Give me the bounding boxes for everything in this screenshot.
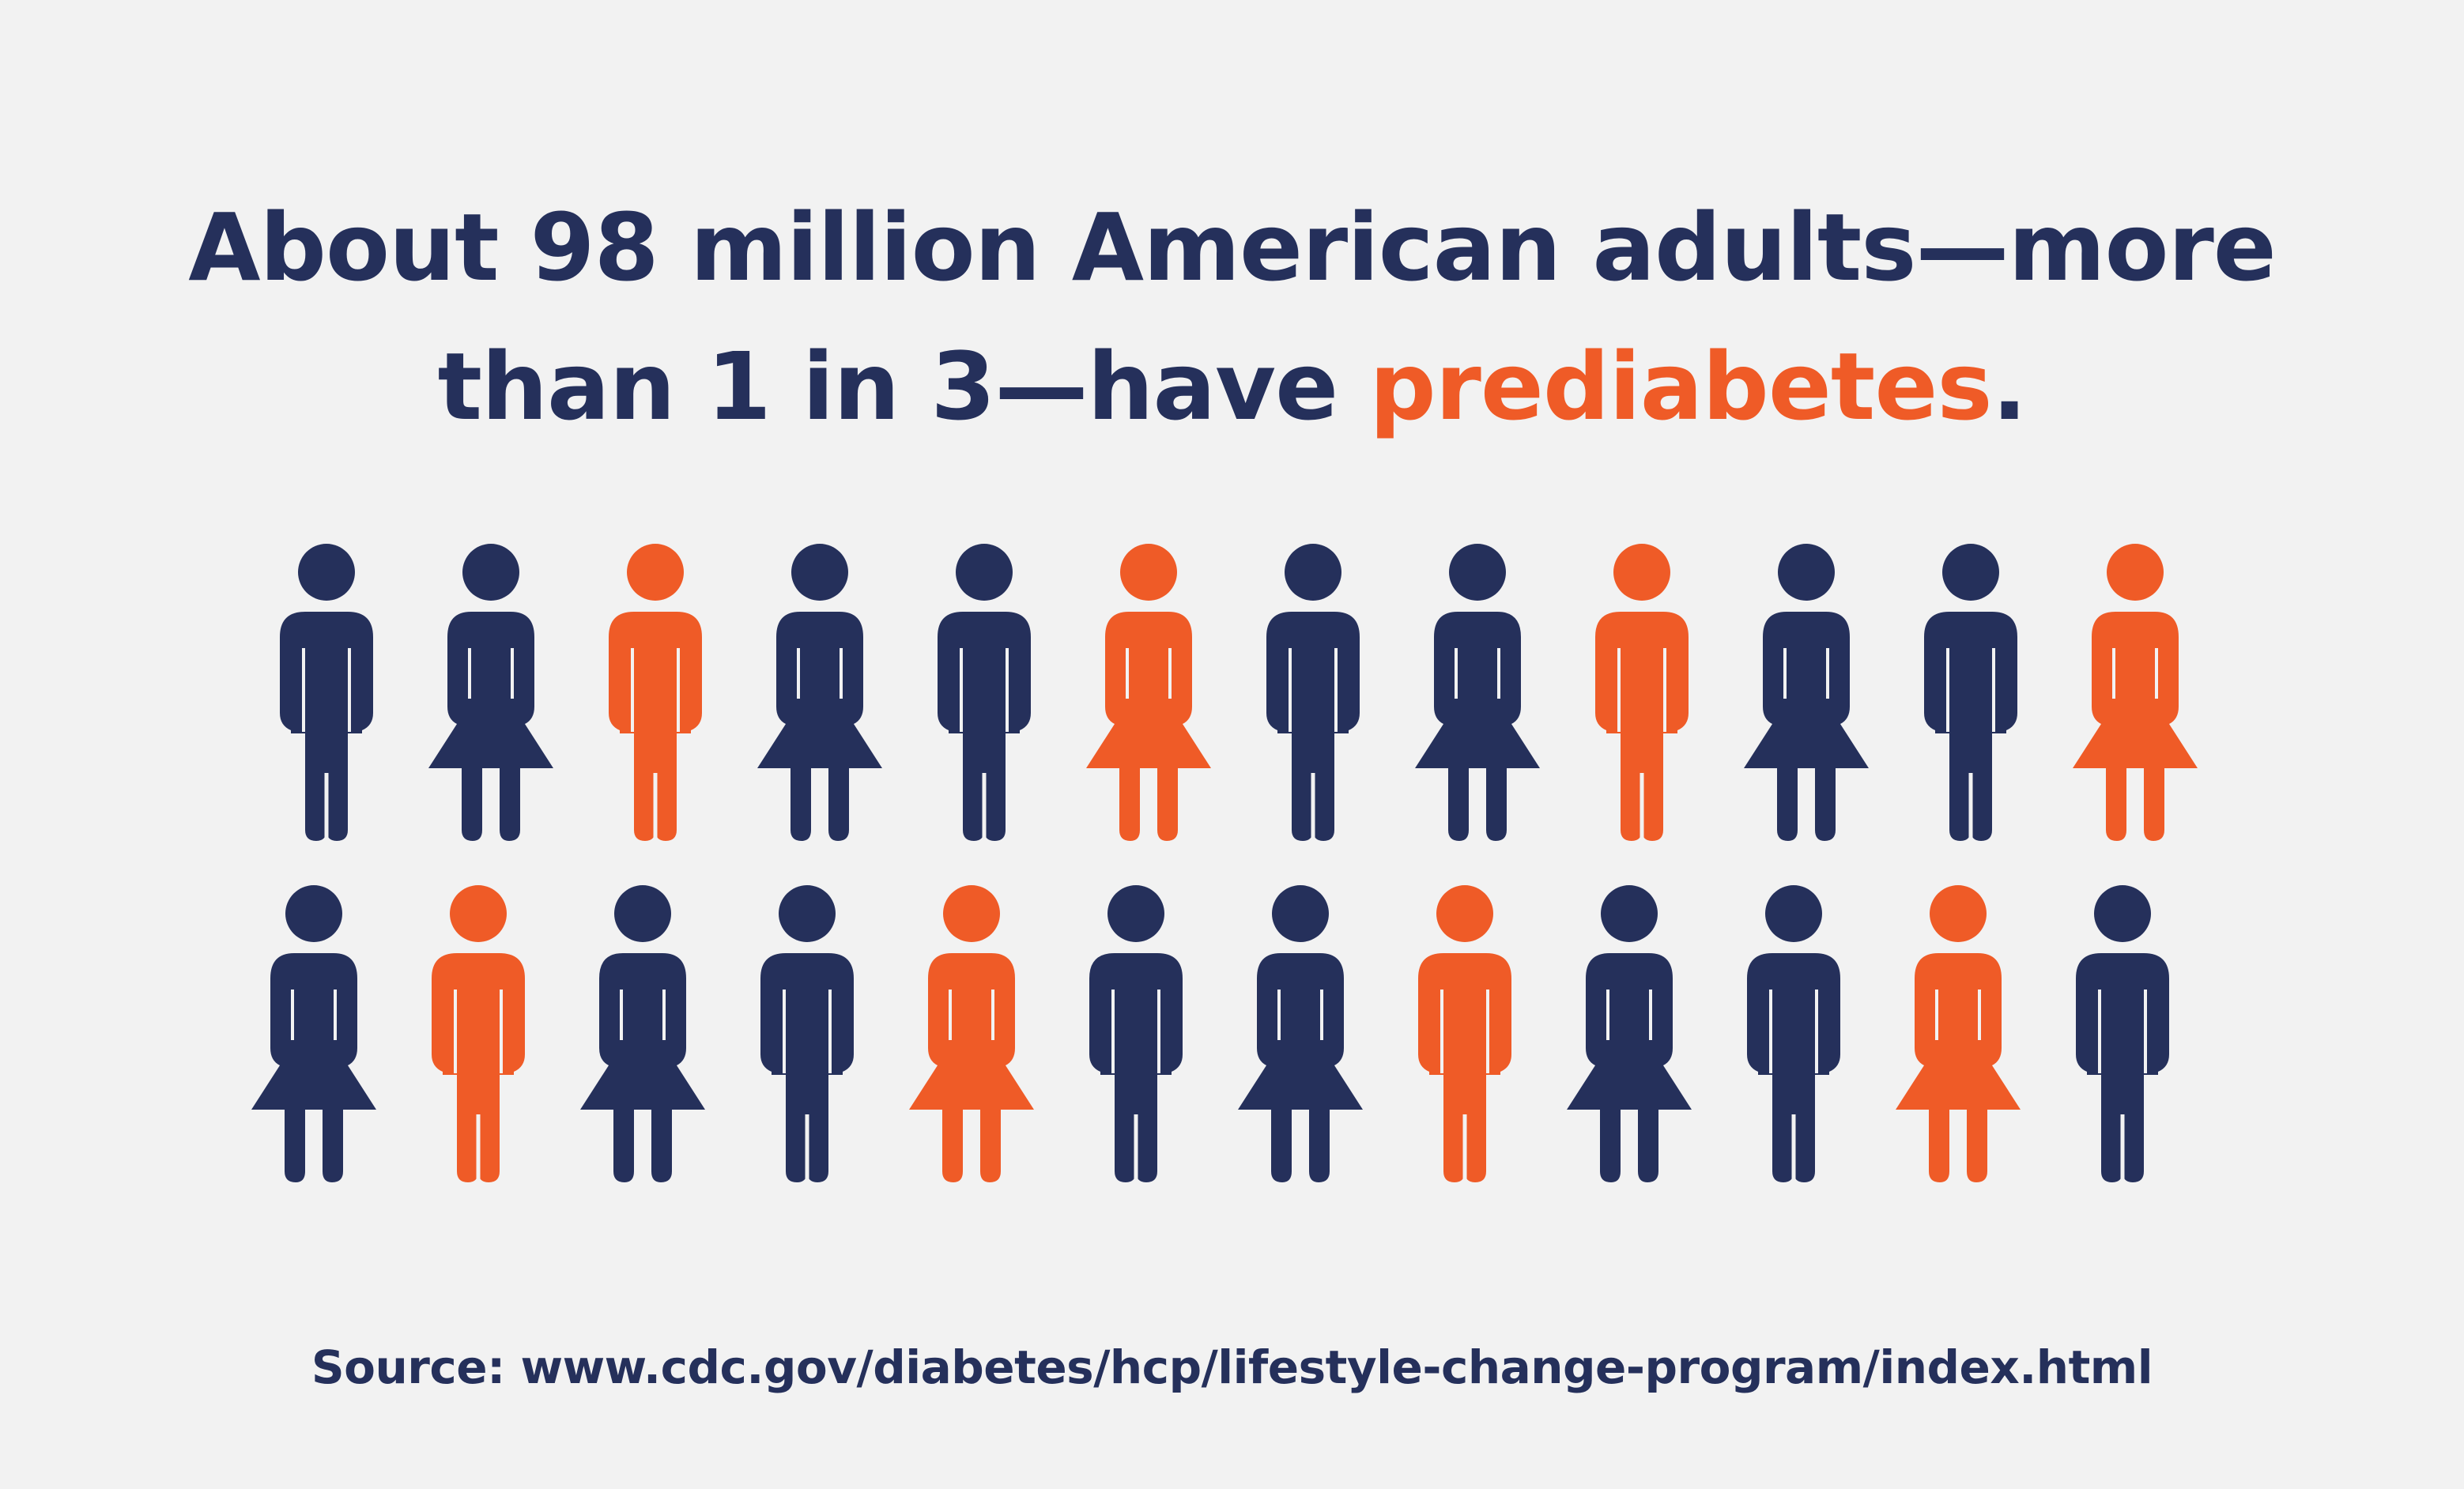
man-icon xyxy=(1575,544,1709,844)
woman-icon xyxy=(904,885,1039,1186)
woman-icon xyxy=(1410,544,1545,844)
woman-icon xyxy=(247,885,381,1186)
headline: About 98 million American adults—more th… xyxy=(0,178,2464,456)
woman-icon xyxy=(1739,544,1873,844)
man-icon xyxy=(1904,544,2038,844)
figure-row-2 xyxy=(0,885,2464,1201)
woman-icon xyxy=(424,544,558,844)
headline-line-2: than 1 in 3—have prediabetes. xyxy=(0,317,2464,456)
headline-line-1: About 98 million American adults—more xyxy=(188,193,2277,302)
woman-icon xyxy=(1891,885,2025,1186)
man-icon xyxy=(1726,885,1861,1186)
woman-icon xyxy=(1562,885,1696,1186)
man-icon xyxy=(1246,544,1380,844)
figure-row-1 xyxy=(0,544,2464,860)
man-icon xyxy=(2055,885,2190,1186)
man-icon xyxy=(740,885,874,1186)
source-citation: Source: www.cdc.gov/diabetes/hcp/lifesty… xyxy=(311,1340,2153,1394)
woman-icon xyxy=(575,885,710,1186)
man-icon xyxy=(411,885,545,1186)
man-icon xyxy=(588,544,723,844)
headline-line-2-suffix: . xyxy=(1991,332,2028,441)
woman-icon xyxy=(1081,544,1216,844)
woman-icon xyxy=(753,544,887,844)
headline-highlight: prediabetes xyxy=(1369,332,1992,441)
man-icon xyxy=(1069,885,1203,1186)
woman-icon xyxy=(2068,544,2202,844)
man-icon xyxy=(259,544,394,844)
man-icon xyxy=(917,544,1051,844)
man-icon xyxy=(1398,885,1532,1186)
woman-icon xyxy=(1233,885,1368,1186)
headline-line-2-prefix: than 1 in 3—have xyxy=(437,332,1370,441)
